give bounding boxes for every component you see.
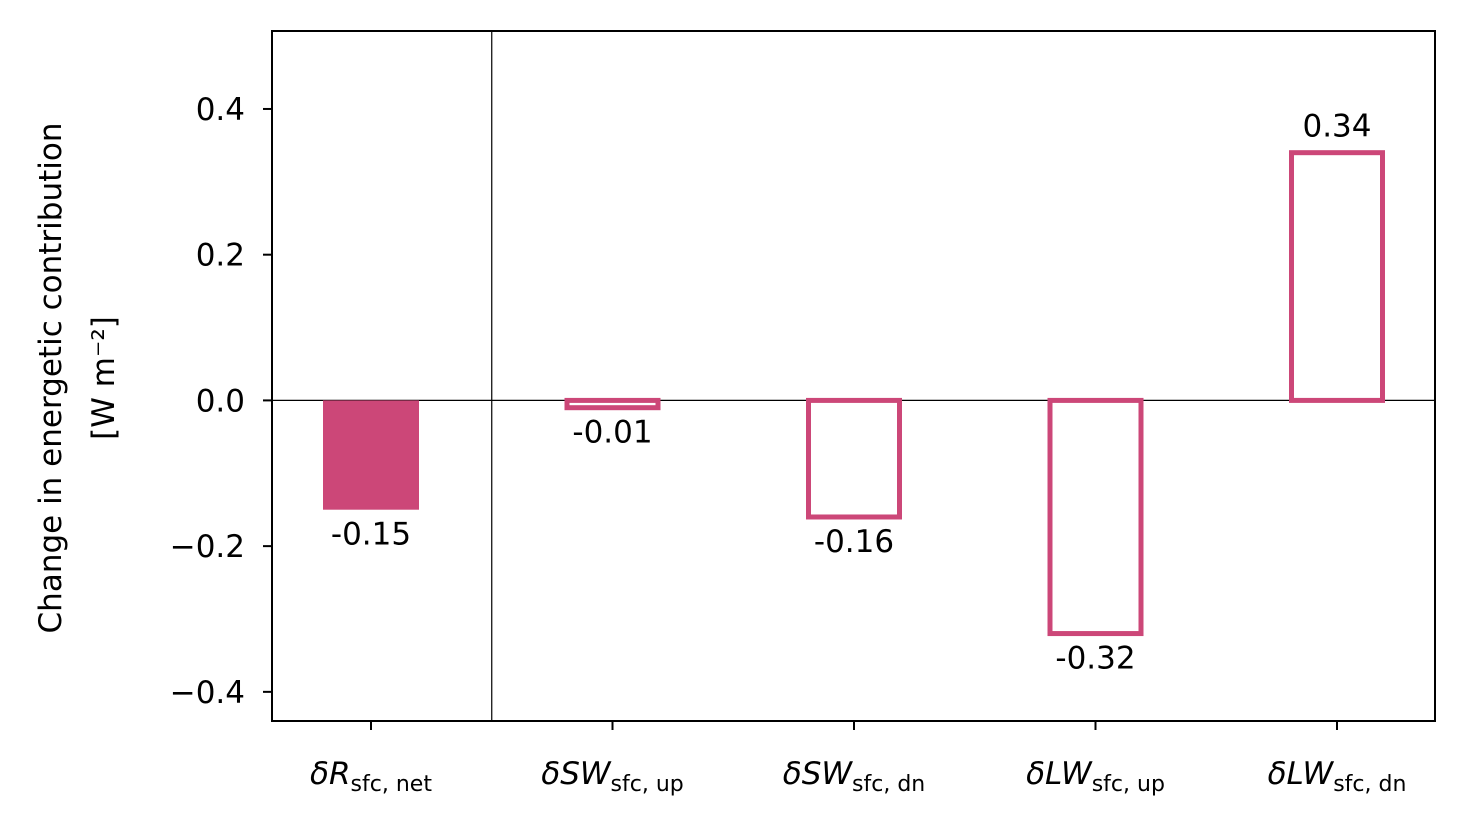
bar: [806, 397, 902, 520]
bar-value-label: 0.34: [1302, 109, 1371, 145]
y-tick-label: 0.4: [196, 92, 245, 128]
bar-value-label: -0.01: [572, 415, 652, 451]
y-axis-ticks: −0.4 −0.2 0.0 0.2 0.4: [170, 92, 272, 711]
bar: [564, 397, 661, 411]
bar: [323, 400, 419, 510]
x-tick-label: δLWsfc, up: [1026, 756, 1165, 797]
bar-value-labels: -0.15 -0.01 -0.16 -0.32 0.34: [331, 109, 1372, 677]
bar-value-label: -0.32: [1055, 641, 1135, 677]
y-tick-label: −0.4: [170, 675, 245, 711]
bar-value-label: -0.16: [814, 524, 894, 560]
plot-frame: [271, 30, 1436, 722]
x-tick-label: δRsfc, net: [310, 756, 432, 797]
y-axis-title: Change in energetic contribution: [33, 123, 69, 634]
y-axis-unit: [W m⁻²]: [86, 316, 122, 440]
axes: [271, 30, 1436, 722]
x-tick-label: δSWsfc, up: [541, 756, 684, 797]
y-tick-label: −0.2: [170, 529, 245, 565]
x-tick-label: δLWsfc, dn: [1268, 756, 1407, 797]
y-tick-label: 0.0: [196, 383, 245, 419]
bar-value-label: -0.15: [331, 517, 411, 553]
bar: [1047, 397, 1144, 637]
y-tick-label: 0.2: [196, 238, 245, 274]
x-axis-ticks: δRsfc, net δSWsfc, up δSWsfc, dn δLWsfc, up…: [310, 721, 1406, 797]
x-tick-label: δSWsfc, dn: [783, 756, 926, 797]
bar: [1289, 150, 1385, 403]
bars: [323, 150, 1385, 637]
